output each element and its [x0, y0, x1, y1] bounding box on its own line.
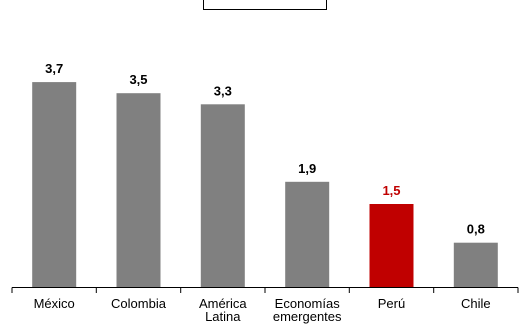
category-label-5: Chile [461, 296, 491, 311]
bar-1 [116, 93, 161, 287]
category-label-3-line-0: Economías [275, 296, 341, 311]
bar-4 [369, 204, 414, 287]
category-label-1: Colombia [111, 296, 167, 311]
value-label-3: 1,9 [298, 161, 316, 176]
bar-2 [200, 104, 245, 287]
value-label-4: 1,5 [382, 183, 400, 198]
category-label-2-line-0: América [199, 296, 247, 311]
value-label-1: 3,5 [129, 72, 147, 87]
category-label-2-line-1: Latina [205, 309, 241, 324]
value-label-5: 0,8 [467, 222, 485, 237]
value-labels-layer: 3,7 3,5 3,3 1,9 1,5 0,8 [45, 61, 485, 237]
bars-layer [32, 82, 498, 287]
axis-layer [11, 287, 519, 293]
bar-3 [285, 181, 330, 287]
value-label-0: 3,7 [45, 61, 63, 76]
bar-5 [453, 242, 498, 287]
value-label-2: 3,3 [214, 83, 232, 98]
header-box [203, 0, 327, 10]
category-label-3-line-1: emergentes [273, 309, 342, 324]
category-label-4: Perú [378, 296, 405, 311]
category-label-0: México [34, 296, 75, 311]
bar-0 [32, 82, 77, 287]
